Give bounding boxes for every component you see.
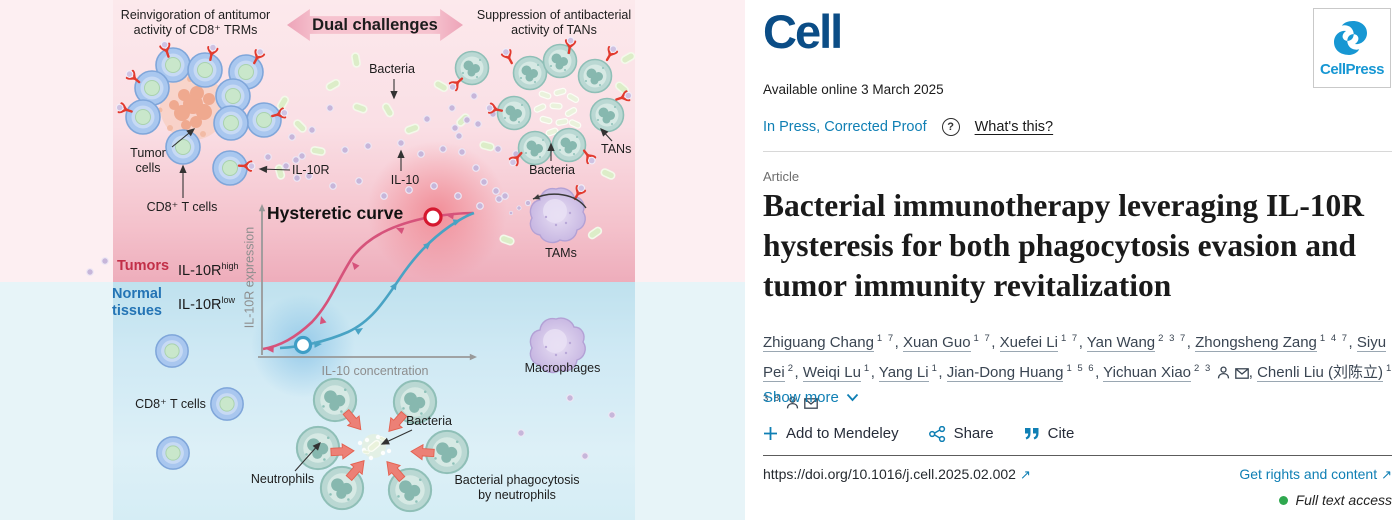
get-rights-link[interactable]: Get rights and content ↗: [1239, 466, 1392, 482]
author: Yan Wang 2 3 7,: [1086, 333, 1196, 352]
question-icon[interactable]: ?: [941, 118, 960, 136]
share-icon: [928, 425, 945, 442]
chevron-down-icon: [846, 393, 859, 402]
cite-quote-icon: [1024, 427, 1039, 439]
plus-icon: [764, 427, 777, 440]
cell-journal-logo[interactable]: Cell: [763, 5, 843, 58]
banner-label: Dual challenges: [312, 15, 438, 34]
cite-button[interactable]: Cite: [1024, 425, 1074, 442]
authors-list: Zhiguang Chang 1 7, Xuan Guo 1 7, Xuefei L…: [763, 326, 1399, 416]
doi-row: https://doi.org/10.1016/j.cell.2025.02.0…: [763, 466, 1392, 483]
y-axis-label: IL-10R expression: [242, 226, 257, 329]
author-link[interactable]: Siyu Pei: [763, 334, 1387, 382]
author-link[interactable]: Zhongsheng Zang: [1195, 334, 1317, 352]
author-link[interactable]: Yang Li: [878, 364, 929, 382]
hysteretic-curve-label: Hysteretic curve: [267, 203, 404, 223]
bacteria-bottom-label: Bacteria: [406, 414, 452, 428]
tam-cell: [529, 181, 588, 244]
tams-label: TAMs: [545, 246, 577, 260]
author: Zhiguang Chang 1 7,: [763, 333, 903, 352]
x-axis-label: IL-10 concentration: [321, 364, 429, 378]
normal-tissues-label: Normal tissues: [112, 286, 162, 319]
author: Xuefei Li 1 7,: [999, 333, 1087, 352]
person-icon: [786, 396, 798, 409]
external-link-icon: ↗: [1019, 467, 1031, 482]
il10-label: IL-10: [390, 173, 420, 187]
phagocytosis-caption: Bacterial phagocytosis by neutrophils: [454, 473, 580, 502]
tumors-band-label: Tumors: [117, 258, 170, 274]
neutrophils-label: Neutrophils: [250, 472, 315, 486]
article-header-panel: Cell CellPress Available online 3 March …: [745, 0, 1400, 520]
access-row: Full text access: [1278, 492, 1392, 508]
in-press-row: In Press, Corrected Proof ? What's this?: [763, 118, 1053, 136]
tumor-cells-label: Tumor cells: [130, 146, 166, 175]
macrophages-label: Macrophages: [524, 361, 601, 375]
envelope-icon: [1234, 368, 1249, 379]
right-caption: Suppression of antibacterial activity of …: [476, 8, 632, 37]
pink-hysteresis-branch: [262, 211, 474, 351]
author-link[interactable]: Zhiguang Chang: [763, 334, 874, 352]
il10r-low-label: IL-10Rlow: [178, 295, 236, 313]
author-link[interactable]: Xuan Guo: [902, 334, 971, 352]
author-link[interactable]: Yichuan Xiao: [1103, 364, 1192, 382]
author: Zhongsheng Zang 1 4 7,: [1195, 333, 1357, 352]
divider: [763, 455, 1392, 456]
external-link-icon: ↗: [1381, 467, 1392, 482]
action-buttons: Add to Mendeley Share Cite: [763, 425, 1074, 442]
tumor-state-point: [423, 207, 443, 227]
available-online-date: Available online 3 March 2025: [763, 82, 944, 97]
bacteria-tans-label: Bacteria: [529, 163, 575, 177]
author-link[interactable]: Weiqi Lu: [802, 364, 861, 382]
label-pointers: [171, 79, 613, 472]
author-link[interactable]: Jian-Dong Huang: [946, 364, 1064, 382]
article-type-label: Article: [763, 169, 800, 184]
envelope-icon: [803, 398, 818, 409]
author: Chenli Liu (刘陈立) 1 3 8: [763, 363, 1393, 411]
cellpress-logo[interactable]: CellPress: [1313, 8, 1391, 88]
abstract-drawing: [86, 35, 637, 513]
tans-label: TANs: [601, 142, 632, 156]
full-text-access-label: Full text access: [1295, 492, 1392, 508]
divider: [763, 151, 1392, 152]
cd8-bottom-label: CD8⁺ T cells: [135, 397, 206, 411]
cellpress-wordmark: CellPress: [1320, 60, 1384, 78]
author: Yichuan Xiao 2 3,: [1103, 363, 1258, 382]
in-press-link[interactable]: In Press, Corrected Proof: [763, 119, 927, 135]
article-title: Bacterial immunotherapy leveraging IL-10…: [763, 188, 1365, 303]
il10r-high-label: IL-10Rhigh: [178, 261, 239, 279]
add-to-mendeley-button[interactable]: Add to Mendeley: [763, 425, 899, 442]
author: Weiqi Lu 1,: [802, 363, 879, 382]
cellpress-icon: [1334, 20, 1367, 55]
normal-state-point: [293, 335, 313, 355]
left-caption: Reinvigoration of antitumor activity of C…: [120, 8, 271, 37]
graphical-abstract-figure[interactable]: Reinvigoration of antitumor activity of C…: [0, 0, 745, 520]
author-link[interactable]: Chenli Liu (刘陈立): [1257, 364, 1383, 382]
cd8-top-label: CD8⁺ T cells: [146, 200, 218, 214]
hysteresis-plot: [258, 204, 477, 361]
author-link[interactable]: Xuefei Li: [999, 334, 1058, 352]
author: Siyu Pei 2,: [763, 334, 1387, 382]
person-icon: [1217, 366, 1229, 379]
access-status-dot: [1278, 495, 1288, 505]
author: Jian-Dong Huang 1 5 6,: [946, 363, 1104, 382]
author: Xuan Guo 1 7,: [902, 333, 1000, 352]
doi-link[interactable]: https://doi.org/10.1016/j.cell.2025.02.0…: [763, 466, 1031, 482]
il10r-label: IL-10R: [292, 163, 330, 177]
bacteria-top-label: Bacteria: [369, 62, 415, 76]
show-more-button[interactable]: Show more: [763, 389, 859, 406]
author-link[interactable]: Yan Wang: [1086, 334, 1156, 352]
whats-this-link[interactable]: What's this?: [974, 119, 1054, 135]
author: Yang Li 1,: [878, 363, 947, 382]
tumor-cell-cluster: [155, 74, 233, 141]
share-button[interactable]: Share: [928, 425, 994, 442]
